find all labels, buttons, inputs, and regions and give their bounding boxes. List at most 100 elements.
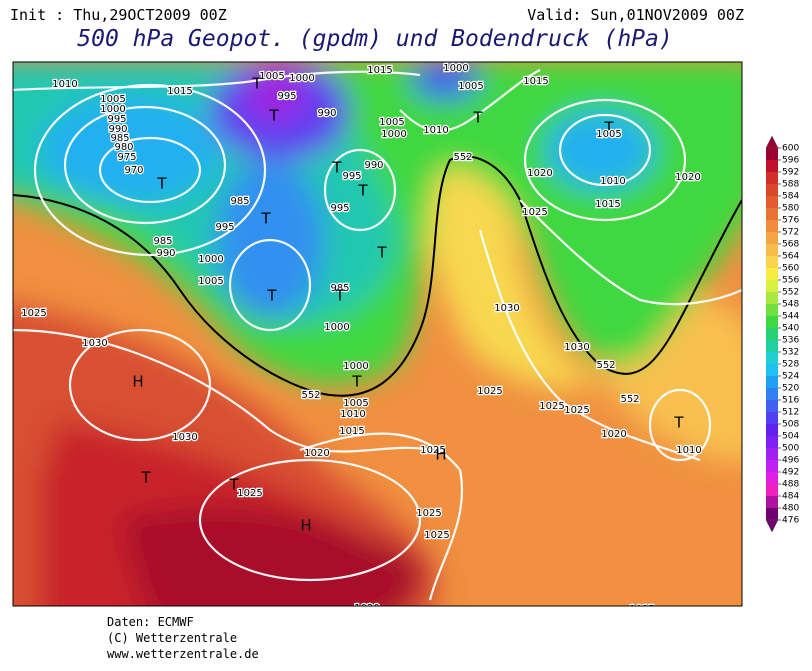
isobar-label: 1020 bbox=[304, 448, 329, 459]
isobar-label: 985 bbox=[230, 196, 249, 207]
color-band bbox=[766, 256, 778, 269]
colorbar-tick-label: 496 bbox=[782, 456, 799, 466]
color-band bbox=[766, 388, 778, 401]
isobar-label: 1025 bbox=[522, 207, 547, 218]
isobar-label: 990 bbox=[156, 248, 175, 259]
color-band bbox=[766, 208, 778, 221]
colorbar-tick-label: 540 bbox=[782, 324, 799, 334]
isobar-label: 1025 bbox=[420, 445, 445, 456]
color-band bbox=[766, 352, 778, 365]
isobar-label: 990 bbox=[364, 160, 383, 171]
isobar-label: 1005 bbox=[343, 398, 368, 409]
isobar-label: 1010 bbox=[676, 445, 701, 456]
isobar-label: 1015 bbox=[339, 426, 364, 437]
data-source: Daten: ECMWF bbox=[107, 615, 194, 629]
valid-time: Valid: Sun,01NOV2009 00Z bbox=[527, 6, 744, 24]
isobar-label: 1030 bbox=[82, 338, 107, 349]
color-band bbox=[766, 172, 778, 185]
isobar-label: 1010 bbox=[423, 125, 448, 136]
color-band bbox=[766, 328, 778, 341]
isobar-label: 1015 bbox=[595, 199, 620, 210]
colorbar-tick-label: 476 bbox=[782, 516, 799, 526]
pressure-center: T bbox=[268, 107, 279, 125]
colorbar-tick-label: 572 bbox=[782, 228, 799, 238]
colorbar-tick-label: 524 bbox=[782, 372, 799, 382]
isobar-label: 1000 bbox=[443, 63, 468, 74]
colorbar-tick-label: 600 bbox=[782, 144, 799, 154]
isobar-label: 1005 bbox=[100, 94, 125, 105]
color-band bbox=[766, 280, 778, 293]
colorbar-tick-label: 580 bbox=[782, 204, 799, 214]
color-band bbox=[766, 148, 778, 161]
isobar-label: 1030 bbox=[564, 342, 589, 353]
color-band bbox=[766, 376, 778, 389]
color-band bbox=[766, 448, 778, 461]
pressure-center: T bbox=[673, 414, 684, 432]
colorbar-tick-label: 488 bbox=[782, 480, 799, 490]
colorbar-tick-label: 512 bbox=[782, 408, 799, 418]
color-band bbox=[766, 400, 778, 413]
colorbar-tick-label: 480 bbox=[782, 504, 799, 514]
colorbar-bottom-cap bbox=[765, 519, 779, 533]
isobar-label: 1000 bbox=[100, 104, 125, 115]
pressure-center: H bbox=[300, 517, 311, 535]
pressure-center: T bbox=[251, 75, 262, 93]
colorbar-tick-label: 564 bbox=[782, 252, 799, 262]
pressure-center: H bbox=[132, 373, 143, 391]
isobar-label: 995 bbox=[342, 171, 361, 182]
isobar-label: 1005 bbox=[458, 81, 483, 92]
isobar-label: 1020 bbox=[675, 172, 700, 183]
pressure-center: T bbox=[472, 109, 483, 127]
isobar-label: 1030 bbox=[494, 303, 519, 314]
isobar-label: 1020 bbox=[354, 603, 379, 614]
isobar-label: 1000 bbox=[289, 73, 314, 84]
color-band bbox=[766, 184, 778, 197]
isobar-label: 1020 bbox=[527, 168, 552, 179]
colorbar-tick-label: 520 bbox=[782, 384, 799, 394]
color-band bbox=[766, 460, 778, 473]
isobar-label: 1000 bbox=[381, 129, 406, 140]
colorbar-tick-label: 576 bbox=[782, 216, 799, 226]
isobar-label: 995 bbox=[277, 91, 296, 102]
colorbar-tick-label: 596 bbox=[782, 156, 799, 166]
isobar-label: 552 bbox=[301, 390, 320, 401]
isobar-label: 995 bbox=[107, 114, 126, 125]
isobar-label: 1025 bbox=[212, 606, 237, 617]
isobar-label: 552 bbox=[620, 394, 639, 405]
isobar-label: 1010 bbox=[52, 79, 77, 90]
colorbar-tick-label: 560 bbox=[782, 264, 799, 274]
isobar-label: 990 bbox=[317, 108, 336, 119]
color-band bbox=[766, 160, 778, 173]
color-band bbox=[766, 436, 778, 449]
isobar-label: 1025 bbox=[477, 386, 502, 397]
color-band bbox=[766, 496, 778, 509]
color-band bbox=[766, 316, 778, 329]
isobar-label: 552 bbox=[596, 360, 615, 371]
pressure-center: T bbox=[156, 175, 167, 193]
isobar-label: 980 bbox=[114, 142, 133, 153]
pressure-center: T bbox=[260, 210, 271, 228]
isobar-label: 1015 bbox=[167, 86, 192, 97]
colorbar-tick-label: 588 bbox=[782, 180, 799, 190]
isobar-label: 1025 bbox=[416, 508, 441, 519]
color-band bbox=[766, 472, 778, 485]
pressure-center: T bbox=[331, 159, 342, 177]
isobar-label: 1000 bbox=[343, 361, 368, 372]
colorbar-tick-label: 492 bbox=[782, 468, 799, 478]
isobar-label: 985 bbox=[330, 283, 349, 294]
isobar-label: 1025 bbox=[237, 488, 262, 499]
pressure-center: T bbox=[357, 182, 368, 200]
isobar-label: 985 bbox=[110, 133, 129, 144]
isobar-label: 985 bbox=[153, 236, 172, 247]
isobar-label: 1025 bbox=[564, 405, 589, 416]
colorbar-tick-label: 528 bbox=[782, 360, 799, 370]
color-band bbox=[766, 340, 778, 353]
pressure-center: T bbox=[228, 476, 239, 494]
pressure-center: T bbox=[351, 373, 362, 391]
isobar-label: 1010 bbox=[600, 176, 625, 187]
colorbar-tick-label: 516 bbox=[782, 396, 799, 406]
website: www.wetterzentrale.de bbox=[107, 647, 259, 661]
isobar-label: 995 bbox=[215, 222, 234, 233]
color-band bbox=[766, 412, 778, 425]
